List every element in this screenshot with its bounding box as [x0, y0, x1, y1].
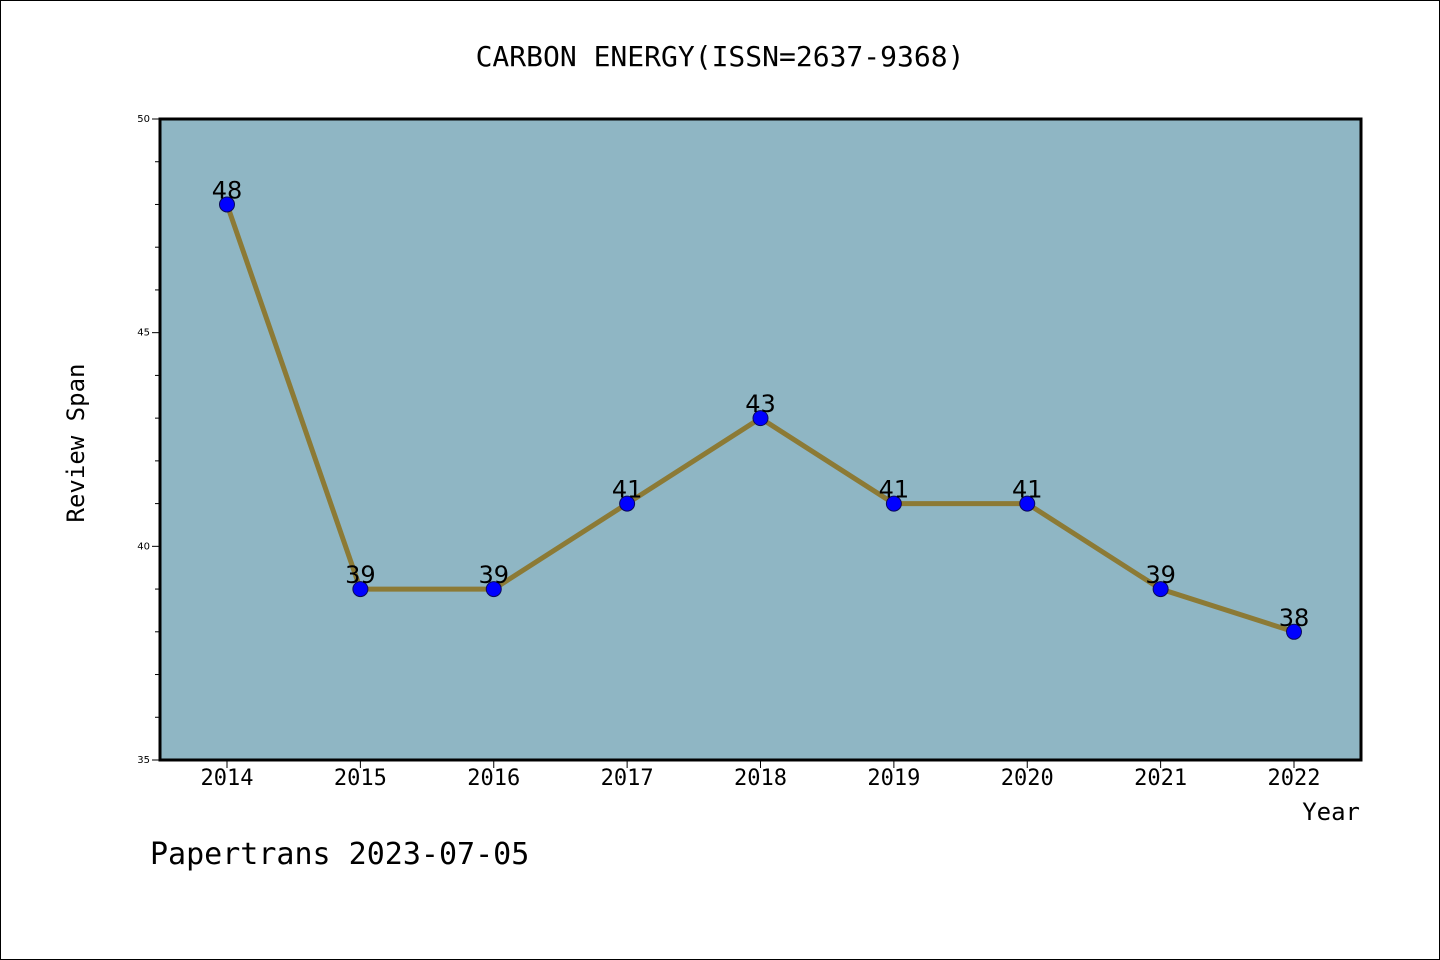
x-tick-label: 2014 [201, 766, 254, 791]
plot-border [158, 117, 1363, 762]
data-labels-layer: 48 39 39 41 43 41 41 39 38 [212, 176, 1310, 631]
x-tick-label: 2017 [601, 766, 654, 791]
data-point [619, 495, 636, 512]
x-tick-label: 2021 [1134, 766, 1187, 791]
data-label: 41 [1012, 476, 1043, 504]
data-label: 39 [345, 561, 376, 589]
data-point [219, 196, 235, 213]
data-point [1286, 623, 1302, 640]
data-label: 39 [1145, 561, 1176, 589]
data-point [1019, 495, 1036, 512]
y-tick-label: 45 [137, 328, 150, 339]
data-point [1152, 581, 1169, 598]
data-label: 43 [745, 390, 776, 418]
x-tick-label: 2018 [734, 766, 787, 791]
y-tick-label: 50 [137, 114, 150, 125]
y-axis-label: Review Span [62, 364, 90, 523]
data-label: 39 [478, 561, 509, 589]
data-point [352, 581, 369, 598]
axis-ticks: 35 40 45 50 2014 2015 2016 2017 2018 2019 2020 2021… [137, 114, 1320, 791]
footer-stamp: Papertrans 2023-07-05 [150, 837, 529, 872]
data-point [752, 410, 769, 427]
x-tick-label: 2020 [1001, 766, 1054, 791]
data-point [885, 495, 902, 512]
plot-area [160, 119, 1361, 760]
data-label: 41 [612, 476, 643, 504]
data-label: 48 [212, 176, 243, 204]
x-tick-label: 2022 [1268, 766, 1321, 791]
chart-title: CARBON ENERGY(ISSN=2637-9368) [476, 40, 965, 73]
series-markers-layer [219, 196, 1302, 640]
y-tick-label: 35 [137, 755, 150, 766]
data-label: 38 [1279, 604, 1310, 632]
data-label: 41 [879, 476, 910, 504]
x-axis-label: Year [1302, 798, 1360, 826]
data-point [485, 581, 502, 598]
y-tick-label: 40 [137, 541, 150, 552]
x-tick-label: 2015 [334, 766, 387, 791]
x-tick-label: 2019 [867, 766, 920, 791]
x-tick-label: 2016 [467, 766, 520, 791]
